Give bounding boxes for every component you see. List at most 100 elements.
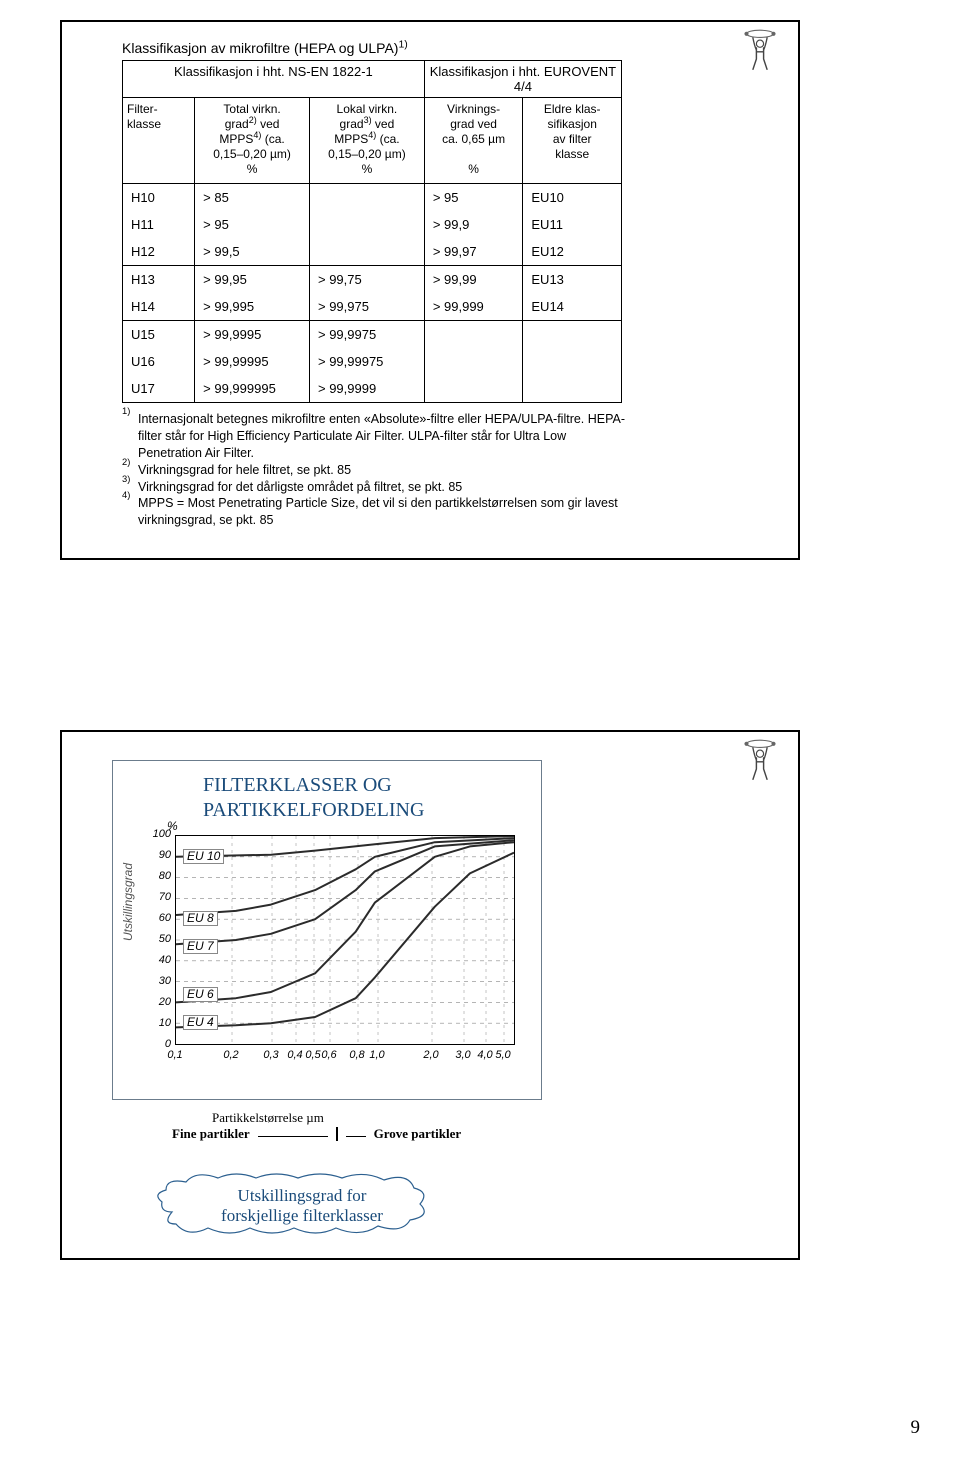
cell bbox=[309, 238, 424, 266]
coarse-particles-label: Grove partikler bbox=[374, 1126, 462, 1142]
cloud-line-2: forskjellige filterklasser bbox=[221, 1206, 383, 1225]
x-tick: 3,0 bbox=[451, 1049, 475, 1061]
cell: H13 bbox=[123, 266, 195, 294]
table-row: H14> 99,995> 99,975> 99,999EU14 bbox=[123, 293, 622, 321]
x-axis-label: Partikkelstørrelse µm bbox=[212, 1110, 324, 1126]
table-row: H12> 99,5 > 99,97EU12 bbox=[123, 238, 622, 266]
cell: > 99,9995 bbox=[195, 321, 310, 349]
x-tick: 0,2 bbox=[219, 1049, 243, 1061]
col-filterklasse: Filter-klasse bbox=[123, 98, 195, 184]
footnote-3: Virkningsgrad for det dårligste området … bbox=[138, 479, 462, 496]
col-lokal: Lokal virkn. grad3) ved MPPS4) (ca. 0,15… bbox=[309, 98, 424, 184]
table-title: Klassifikasjon av mikrofiltre (HEPA og U… bbox=[122, 40, 622, 56]
series-label: EU 6 bbox=[183, 987, 218, 1002]
cell: > 99,999 bbox=[424, 293, 523, 321]
series-label: EU 4 bbox=[183, 1015, 218, 1030]
plot-svg bbox=[176, 836, 514, 1044]
cell: > 99,999995 bbox=[195, 375, 310, 403]
x-tick: 2,0 bbox=[419, 1049, 443, 1061]
table-wrap: Klassifikasjon av mikrofiltre (HEPA og U… bbox=[122, 40, 622, 403]
chart-box: FILTERKLASSER OGPARTIKKELFORDELING Utski… bbox=[112, 760, 542, 1100]
page-number: 9 bbox=[911, 1417, 921, 1439]
cell: EU13 bbox=[523, 266, 622, 294]
series-label: EU 8 bbox=[183, 911, 218, 926]
x-tick: 0,1 bbox=[163, 1049, 187, 1061]
x-tick: 5,0 bbox=[491, 1049, 515, 1061]
x-tick: 1,0 bbox=[365, 1049, 389, 1061]
plot-area bbox=[175, 835, 515, 1045]
cell: > 99,975 bbox=[309, 293, 424, 321]
y-tick: 60 bbox=[147, 912, 171, 924]
footnote-2: Virkningsgrad for hele filtret, se pkt. … bbox=[138, 462, 351, 479]
y-tick: 70 bbox=[147, 891, 171, 903]
group-header-2: Klassifikasjon i hht. EUROVENT 4/4 bbox=[424, 61, 621, 98]
cloud-line-1: Utskillingsgrad for bbox=[238, 1186, 367, 1205]
footnote-1: Internasjonalt betegnes mikrofiltre ente… bbox=[138, 411, 632, 462]
chart-title: FILTERKLASSER OGPARTIKKELFORDELING bbox=[203, 773, 424, 823]
cell: H11 bbox=[123, 211, 195, 238]
cell: > 95 bbox=[424, 184, 523, 212]
table-row: H13> 99,95> 99,75> 99,99EU13 bbox=[123, 266, 622, 294]
cell bbox=[424, 375, 523, 403]
cell: EU11 bbox=[523, 211, 622, 238]
x-tick: 0,6 bbox=[317, 1049, 341, 1061]
strongman-icon bbox=[742, 738, 778, 782]
cell: U16 bbox=[123, 348, 195, 375]
fine-particles-label: Fine partikler bbox=[172, 1126, 250, 1142]
table-row: U16> 99,99995> 99,99975 bbox=[123, 348, 622, 375]
cell bbox=[523, 348, 622, 375]
col-eldre: Eldre klas- sifikasjon av filter klasse bbox=[523, 98, 622, 184]
cell: > 99,99995 bbox=[195, 348, 310, 375]
y-axis-label: Utskillingsgrad bbox=[121, 863, 135, 941]
cell: U15 bbox=[123, 321, 195, 349]
cell: > 99,9 bbox=[424, 211, 523, 238]
table-row: H11> 95 > 99,9EU11 bbox=[123, 211, 622, 238]
y-tick: 30 bbox=[147, 975, 171, 987]
cell: H14 bbox=[123, 293, 195, 321]
cell: > 99,99975 bbox=[309, 348, 424, 375]
y-tick: 50 bbox=[147, 933, 171, 945]
particle-split: Fine partikler Grove partikler bbox=[172, 1126, 461, 1142]
cloud-caption: Utskillingsgrad for forskjellige filterk… bbox=[152, 1172, 432, 1240]
cell bbox=[523, 375, 622, 403]
table-body: H10> 85> 95EU10H11> 95> 99,9EU11H12> 99,… bbox=[123, 184, 622, 403]
cell: > 99,97 bbox=[424, 238, 523, 266]
cell bbox=[309, 211, 424, 238]
y-tick: 10 bbox=[147, 1017, 171, 1029]
panel-chart: FILTERKLASSER OGPARTIKKELFORDELING Utski… bbox=[60, 730, 800, 1260]
table-row: H10> 85> 95EU10 bbox=[123, 184, 622, 212]
group-header-1: Klassifikasjon i hht. NS-EN 1822-1 bbox=[123, 61, 425, 98]
panel-classification: Klassifikasjon av mikrofiltre (HEPA og U… bbox=[60, 20, 800, 560]
cell: > 99,75 bbox=[309, 266, 424, 294]
page: Klassifikasjon av mikrofiltre (HEPA og U… bbox=[0, 0, 960, 1459]
footnotes: 1)Internasjonalt betegnes mikrofiltre en… bbox=[122, 411, 632, 529]
cell: > 99,95 bbox=[195, 266, 310, 294]
series-label: EU 7 bbox=[183, 939, 218, 954]
y-tick: 20 bbox=[147, 996, 171, 1008]
y-tick: 100 bbox=[147, 828, 171, 840]
cell: > 99,9999 bbox=[309, 375, 424, 403]
y-tick: 90 bbox=[147, 849, 171, 861]
cell: H12 bbox=[123, 238, 195, 266]
cell: > 95 bbox=[195, 211, 310, 238]
strongman-icon bbox=[742, 28, 778, 72]
cell bbox=[424, 348, 523, 375]
table-row: U15> 99,9995> 99,9975 bbox=[123, 321, 622, 349]
cell: EU12 bbox=[523, 238, 622, 266]
cell: > 99,5 bbox=[195, 238, 310, 266]
cell bbox=[309, 184, 424, 212]
cell bbox=[424, 321, 523, 349]
cell: > 99,995 bbox=[195, 293, 310, 321]
cell: > 99,9975 bbox=[309, 321, 424, 349]
table-row: U17> 99,999995> 99,9999 bbox=[123, 375, 622, 403]
col-total: Total virkn. grad2) ved MPPS4) (ca. 0,15… bbox=[195, 98, 310, 184]
footnote-4: MPPS = Most Penetrating Particle Size, d… bbox=[138, 495, 632, 529]
x-tick: 0,3 bbox=[259, 1049, 283, 1061]
cell: U17 bbox=[123, 375, 195, 403]
y-tick: 40 bbox=[147, 954, 171, 966]
cell bbox=[523, 321, 622, 349]
col-virk065: Virknings- grad ved ca. 0,65 µm % bbox=[424, 98, 523, 184]
classification-table: Klassifikasjon i hht. NS-EN 1822-1 Klass… bbox=[122, 60, 622, 403]
series-label: EU 10 bbox=[183, 849, 224, 864]
cell: H10 bbox=[123, 184, 195, 212]
